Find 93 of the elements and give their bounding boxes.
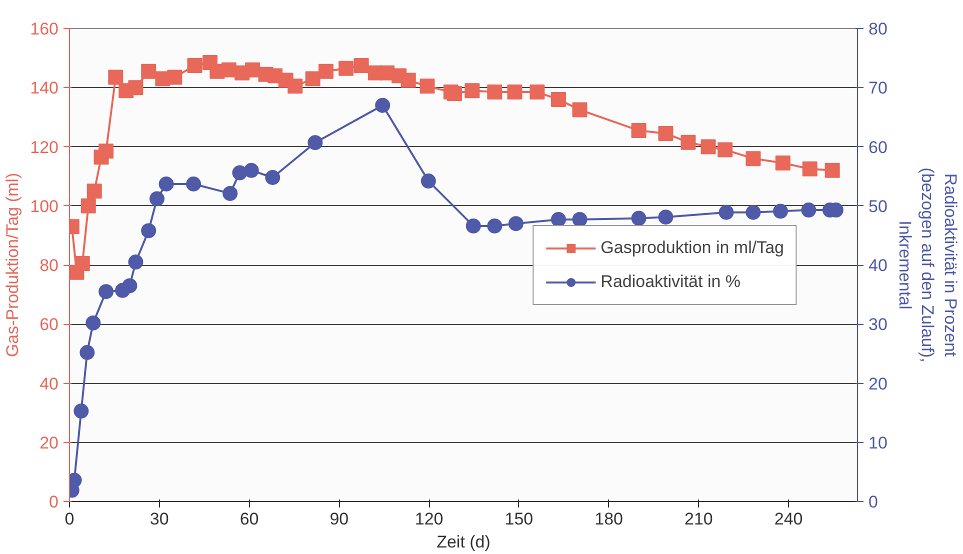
point [400, 72, 416, 88]
point [108, 70, 124, 85]
point [149, 191, 164, 206]
x-tick-label: 0 [64, 510, 74, 528]
point [245, 62, 260, 78]
point [265, 170, 280, 185]
x-tick-label: 120 [414, 510, 444, 528]
point [631, 210, 646, 226]
y2-tick-label: 0 [868, 492, 878, 512]
point [700, 139, 716, 154]
point [74, 256, 90, 272]
point [141, 223, 156, 238]
point [464, 83, 480, 98]
point [128, 254, 144, 270]
point [658, 126, 674, 141]
y2-tick-label: 30 [868, 315, 888, 334]
point [487, 218, 502, 234]
x-tick-label: 90 [330, 510, 349, 528]
x-tick-label: 30 [150, 510, 169, 528]
point [187, 58, 202, 73]
point [508, 216, 524, 232]
point [550, 212, 566, 227]
point [680, 134, 696, 150]
point [288, 78, 303, 94]
point [128, 80, 144, 96]
y-tick-label: 40 [40, 374, 59, 394]
legend-label: Gasproduktion in ml/Tag [600, 238, 784, 258]
y2-tick-label: 60 [868, 138, 888, 157]
point [186, 176, 202, 192]
point [718, 204, 734, 220]
y-tick-label: 80 [40, 256, 59, 275]
point [775, 156, 790, 171]
point [746, 204, 761, 220]
x-tick-label: 210 [684, 510, 713, 528]
point [305, 71, 320, 86]
point [74, 404, 89, 419]
point [802, 161, 818, 176]
point [221, 62, 236, 78]
point [801, 202, 816, 218]
point [338, 60, 354, 76]
y-axis-title: Gas-Produktion/Tag (ml) [3, 172, 22, 358]
point [222, 186, 238, 201]
y2-tick-label: 80 [868, 20, 888, 38]
point [631, 122, 646, 138]
legend-label: Radioaktivität in % [600, 272, 741, 292]
point [122, 278, 138, 294]
point [447, 86, 462, 102]
y-tick-label: 140 [30, 78, 59, 98]
y2-axis-title: Radioaktivität in Prozent (bezogen auf den Zulauf), Inkremental [895, 168, 960, 362]
y2-tick-label: 40 [868, 256, 888, 275]
point [420, 174, 436, 189]
y-tick-label: 20 [40, 433, 59, 452]
x-tick-label: 180 [594, 510, 624, 528]
point [141, 64, 156, 79]
point [487, 84, 502, 100]
point [507, 84, 522, 100]
point [658, 210, 674, 225]
point [354, 58, 369, 73]
x-tick-label: 240 [774, 510, 803, 528]
point [466, 218, 481, 234]
point [318, 64, 334, 79]
x-tick-label: 150 [504, 510, 534, 528]
y2-tick-label: 70 [868, 78, 888, 98]
point [572, 102, 588, 118]
point [244, 162, 259, 178]
y2-tick-label: 10 [868, 433, 888, 452]
point [572, 212, 588, 227]
y2-tick-label: 50 [868, 196, 888, 216]
y2-tick-label: 20 [868, 374, 888, 394]
y-tick-label: 60 [40, 315, 59, 334]
point [375, 98, 390, 113]
point [86, 184, 102, 199]
x-tick-label: 60 [240, 510, 259, 528]
point [420, 78, 435, 94]
point [98, 284, 114, 300]
point [530, 84, 545, 100]
point [80, 345, 95, 360]
y-tick-label: 160 [30, 20, 59, 38]
point [86, 315, 101, 330]
point [550, 92, 566, 107]
x-axis-title: Zeit (d) [436, 532, 490, 552]
y-tick-label: 0 [49, 492, 59, 512]
point [773, 204, 788, 219]
point [167, 70, 182, 85]
y-tick-label: 120 [30, 138, 59, 157]
point [718, 142, 733, 158]
point [824, 162, 840, 178]
point [98, 144, 114, 159]
point [746, 151, 761, 166]
point [158, 176, 174, 192]
point [308, 135, 323, 150]
y-tick-label: 100 [30, 196, 59, 216]
point [80, 198, 96, 214]
